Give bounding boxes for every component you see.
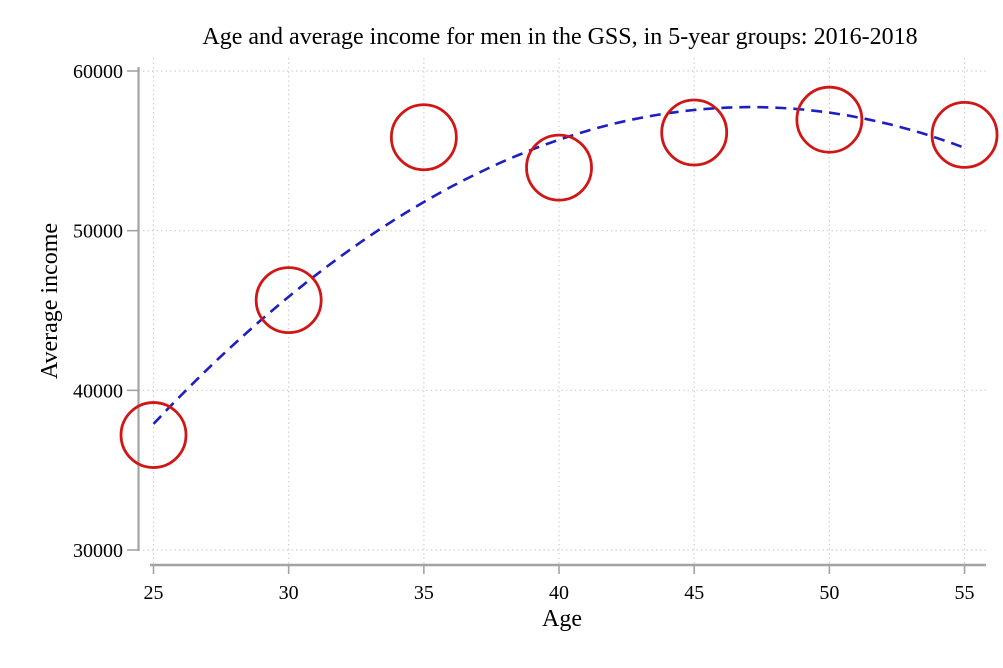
chart-title: Age and average income for men in the GS… (202, 24, 918, 50)
data-point-circle (389, 103, 458, 172)
data-point-circle (119, 401, 188, 469)
data-point-circle (795, 85, 864, 154)
x-axis-title: Age (542, 606, 582, 632)
y-tick-label: 60000 (73, 61, 123, 83)
y-tick-label: 30000 (73, 540, 123, 562)
data-point-circle (930, 100, 999, 169)
x-tick-label: 30 (279, 582, 299, 604)
y-tick-label: 40000 (73, 380, 123, 402)
data-point-circle (525, 133, 593, 202)
x-tick-label: 50 (819, 582, 839, 604)
data-point-circle (660, 98, 729, 167)
fit-line (152, 105, 965, 425)
x-tick-label: 25 (144, 582, 164, 604)
y-tick-label: 50000 (73, 221, 123, 243)
x-tick-label: 45 (684, 582, 704, 604)
x-tick-label: 35 (414, 582, 434, 604)
y-axis-title: Average income (37, 222, 63, 380)
x-tick-label: 55 (955, 582, 975, 604)
x-tick-label: 40 (549, 582, 569, 604)
data-point-circle (254, 266, 323, 335)
